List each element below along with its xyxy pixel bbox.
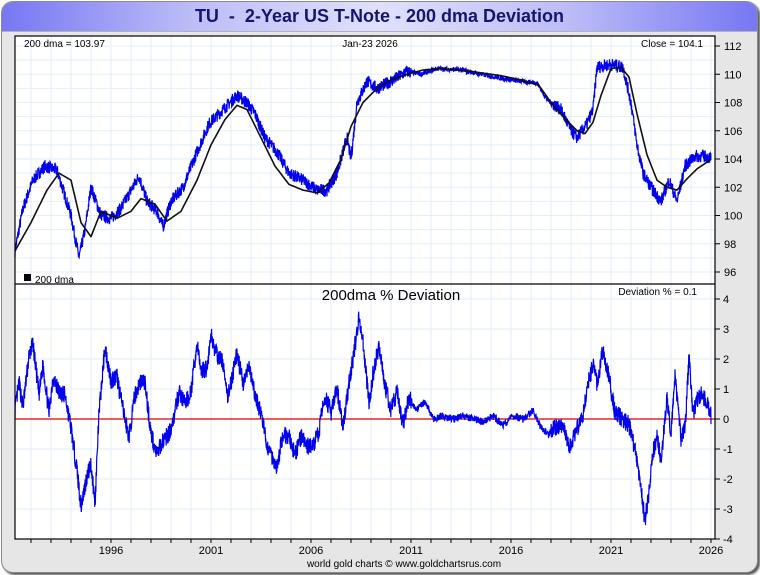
deviation-grid (15, 284, 715, 539)
deviation-plot (14, 311, 715, 526)
deviation-ytick-label: 3 (723, 324, 729, 336)
price-ytick-label: 106 (724, 126, 742, 138)
close-readout: Close = 104.1 (641, 39, 703, 50)
deviation-panel-title: 200dma % Deviation (322, 287, 460, 304)
deviation-readout: Deviation % = 0.1 (618, 287, 697, 298)
xtick-label: 2021 (599, 545, 623, 557)
legend-swatch-dma (24, 274, 31, 281)
price-ytick-label: 108 (724, 98, 742, 110)
deviation-ytick-label: 2 (723, 354, 729, 366)
axes: 96 98 100 102 104 106 108 110 112 4 3 2 1 0 -1 -2 -3 -4 19… (14, 35, 742, 557)
price-line (14, 58, 712, 260)
chart-title: TU - 2-Year US T-Note - 200 dma Deviatio… (194, 6, 565, 26)
xtick-label: 2026 (699, 545, 723, 557)
deviation-panel-bg (15, 284, 715, 539)
dma-readout: 200 dma = 103.97 (24, 39, 105, 50)
legend-label-dma: 200 dma (35, 275, 74, 286)
price-ytick-label: 102 (724, 182, 742, 194)
price-ytick-label: 110 (724, 69, 742, 81)
price-plot (14, 58, 712, 260)
xtick-label: 2006 (299, 545, 323, 557)
deviation-ytick-label: -4 (723, 534, 733, 546)
deviation-ytick-label: -1 (723, 444, 733, 456)
price-panel-bg (15, 36, 715, 284)
price-ytick-label: 96 (724, 267, 736, 279)
deviation-ytick-label: 4 (723, 294, 729, 306)
xtick-label: 2001 (199, 545, 223, 557)
deviation-line (14, 311, 712, 526)
price-ytick-label: 104 (724, 154, 742, 166)
xtick-label: 1996 (99, 545, 123, 557)
deviation-ytick-label: 0 (723, 414, 729, 426)
price-grid (15, 36, 715, 284)
footer-credit: world gold charts © www.goldchartsrus.co… (306, 559, 501, 570)
price-ytick-label: 112 (724, 41, 742, 53)
title-bar: TU - 2-Year US T-Note - 200 dma Deviatio… (2, 2, 757, 32)
deviation-ytick-label: 1 (723, 384, 729, 396)
dma-line (14, 66, 712, 252)
xtick-label: 2011 (399, 545, 423, 557)
xtick-label: 2016 (499, 545, 523, 557)
price-ytick-label: 98 (724, 239, 736, 251)
deviation-ytick-label: -3 (723, 504, 733, 516)
deviation-ytick-label: -2 (723, 474, 733, 486)
date-readout: Jan-23 2026 (342, 39, 398, 50)
plot-border (14, 35, 716, 540)
price-ytick-label: 100 (724, 211, 742, 223)
